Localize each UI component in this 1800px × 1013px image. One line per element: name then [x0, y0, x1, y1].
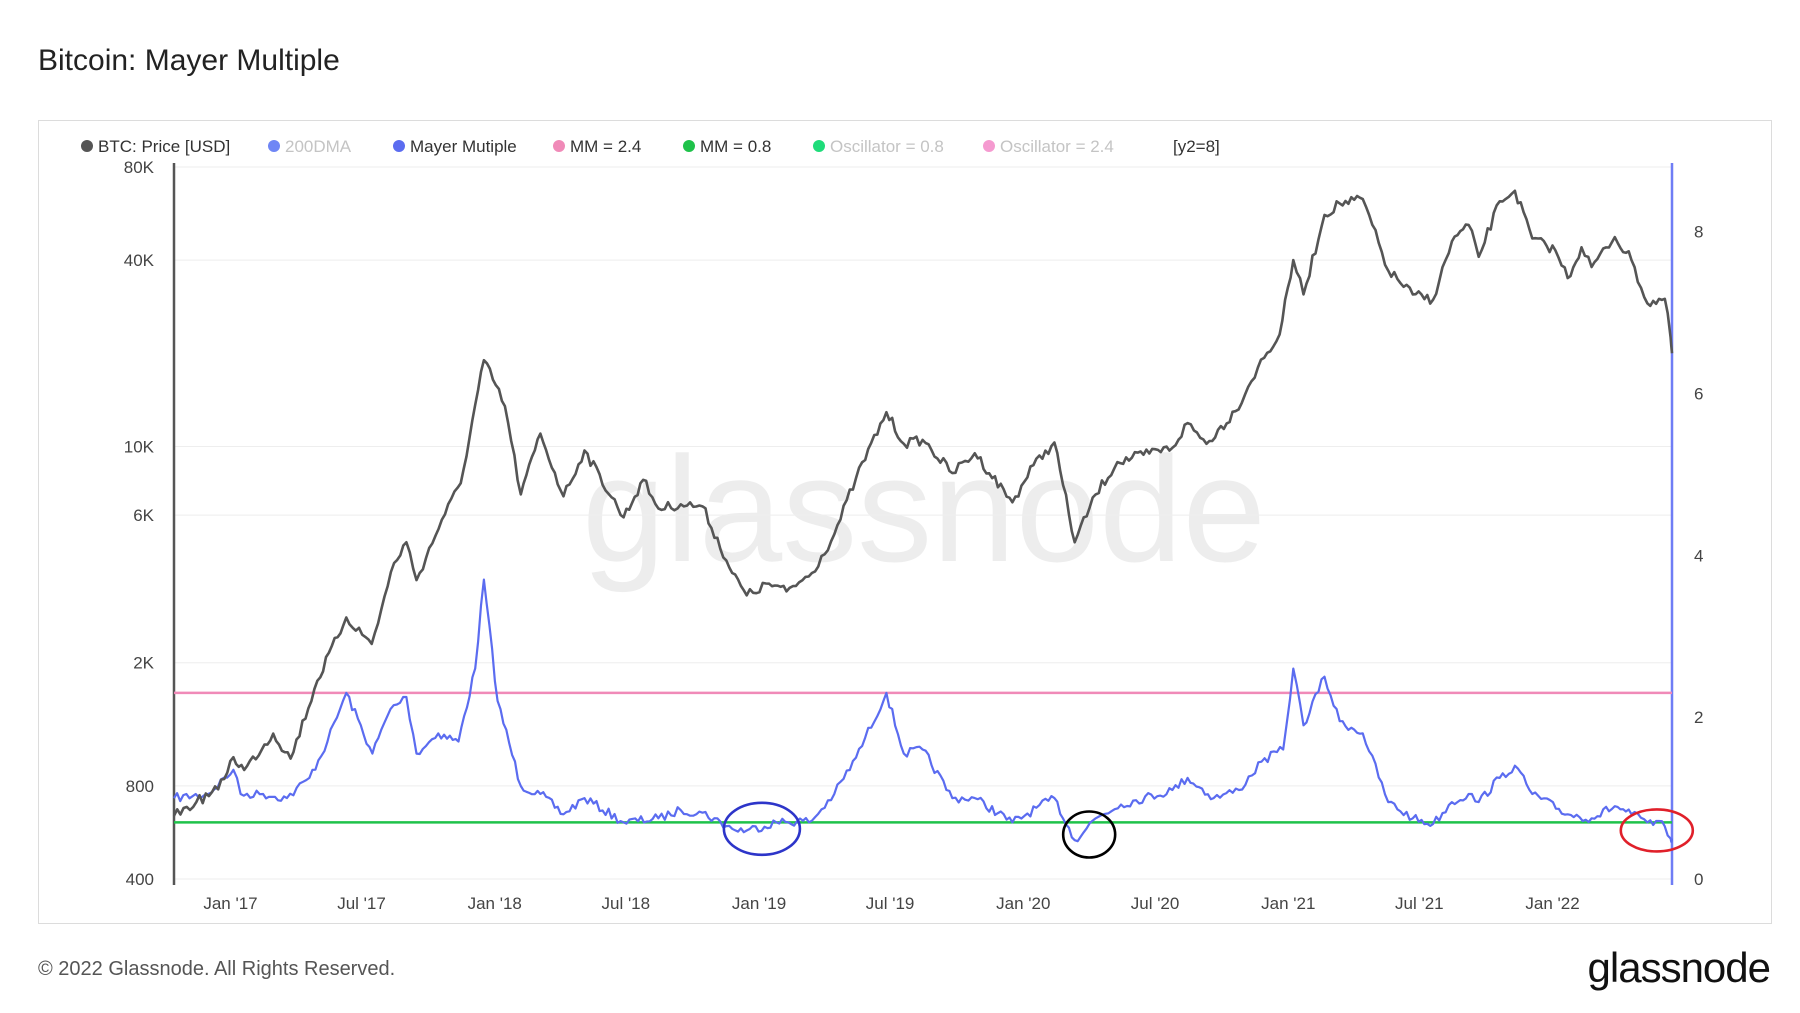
legend-item: MM = 0.8 — [683, 137, 771, 156]
watermark-text: glassnode — [582, 425, 1266, 593]
btc-price-line — [172, 189, 1674, 817]
chart-frame: glassnode 400 800 2K 6K 10K 40K 80K 0 2 4 6 8 Jan '1… — [38, 120, 1772, 924]
page-title: Bitcoin: Mayer Multiple — [38, 44, 340, 77]
legend-marker — [983, 140, 995, 152]
legend-marker — [81, 140, 93, 152]
x-tick-label: Jan '19 — [732, 894, 786, 913]
legend-label: MM = 0.8 — [700, 137, 771, 156]
legend-item: [y2=8] — [1173, 137, 1220, 156]
y-left-tick-label: 2K — [133, 654, 154, 673]
legend-item: Mayer Mutiple — [393, 137, 517, 156]
legend-label: Oscillator = 2.4 — [1000, 137, 1114, 156]
legend-label: 200DMA — [285, 137, 352, 156]
legend-label: BTC: Price [USD] — [98, 137, 230, 156]
x-tick-label: Jul '17 — [337, 894, 386, 913]
x-tick-label: Jan '18 — [468, 894, 522, 913]
y-left-tick-label: 80K — [124, 158, 155, 177]
legend-label: Mayer Mutiple — [410, 137, 517, 156]
legend-item: Oscillator = 0.8 — [813, 137, 944, 156]
y-left-tick-label: 10K — [124, 437, 155, 456]
y-right-tick-label: 4 — [1694, 546, 1703, 565]
x-tick-label: Jan '17 — [203, 894, 257, 913]
mayer-multiple-chart: glassnode 400 800 2K 6K 10K 40K 80K 0 2 4 6 8 Jan '1… — [81, 137, 1703, 913]
y-left-tick-label: 400 — [126, 870, 154, 889]
y-left-tick-label: 800 — [126, 777, 154, 796]
legend-label: MM = 2.4 — [570, 137, 641, 156]
legend-label: [y2=8] — [1173, 137, 1220, 156]
legend-label: Oscillator = 0.8 — [830, 137, 944, 156]
x-tick-label: Jul '19 — [866, 894, 915, 913]
y-right-tick-label: 0 — [1694, 870, 1703, 889]
x-tick-label: Jan '21 — [1261, 894, 1315, 913]
legend-item: MM = 2.4 — [553, 137, 641, 156]
legend-marker — [393, 140, 405, 152]
x-tick-label: Jul '21 — [1395, 894, 1444, 913]
legend-marker — [683, 140, 695, 152]
y-left-tick-label: 6K — [133, 506, 154, 525]
y-right-tick-label: 8 — [1694, 223, 1703, 242]
y-right-tick-label: 2 — [1694, 708, 1703, 727]
x-tick-label: Jul '18 — [601, 894, 650, 913]
y-right-tick-label: 6 — [1694, 385, 1703, 404]
legend-marker — [553, 140, 565, 152]
black-highlight-circle — [1061, 810, 1117, 859]
legend-item: Oscillator = 2.4 — [983, 137, 1114, 156]
red-highlight-circle — [1619, 808, 1695, 853]
mayer-multiple-line — [173, 578, 1674, 843]
blue-highlight-circle — [722, 801, 802, 857]
legend-marker — [813, 140, 825, 152]
glassnode-logo: glassnode — [1587, 944, 1771, 991]
x-tick-label: Jan '20 — [996, 894, 1050, 913]
y-left-tick-label: 40K — [124, 251, 155, 270]
legend-item: 200DMA — [268, 137, 352, 156]
legend-item: BTC: Price [USD] — [81, 137, 230, 156]
copyright-text: © 2022 Glassnode. All Rights Reserved. — [38, 958, 396, 980]
x-tick-label: Jan '22 — [1525, 894, 1579, 913]
legend-marker — [268, 140, 280, 152]
x-tick-label: Jul '20 — [1131, 894, 1180, 913]
